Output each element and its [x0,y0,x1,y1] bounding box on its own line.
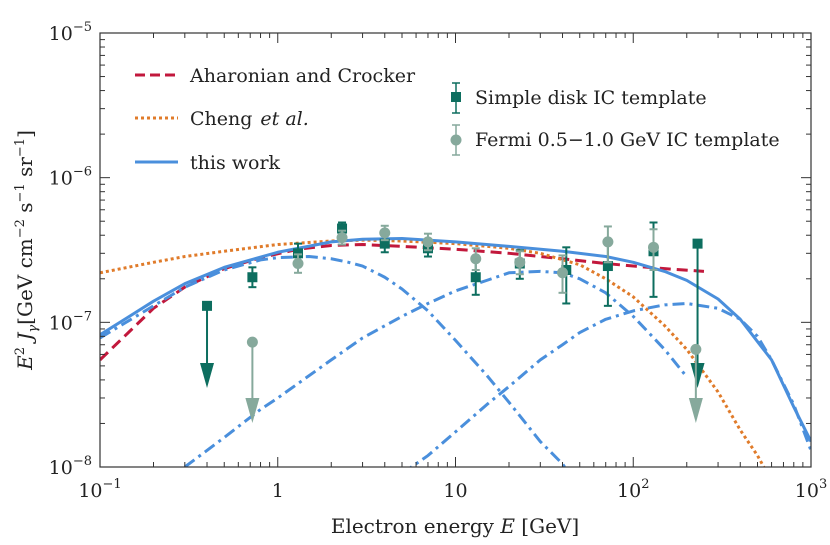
legend-label-cheng-etal: et al. [260,108,308,130]
tick-label-x-0: 10−1 [78,477,121,502]
data-point-fermi-0-5-1-0-gev-ic-template-0 [245,336,260,423]
upper-limit-arrow [245,398,260,423]
marker-circle [246,336,258,348]
tick-label-x-1: 1 [272,480,284,502]
data-point-fermi-0-5-1-0-gev-ic-template-7 [557,254,569,294]
legend-swatch-simple-disk [451,82,461,114]
legend-swatch-fermi [450,124,462,156]
upper-limit-arrow [200,363,215,388]
ticks-layer [99,33,811,468]
data-point-simple-disk-ic-template-11 [690,238,705,388]
marker-square [293,248,304,259]
tick-label-x-2: 10 [443,480,467,502]
data-point-simple-disk-ic-template-0 [200,300,215,388]
data-point-fermi-0-5-1-0-gev-ic-template-3 [379,224,391,242]
legend-label-fermi: Fermi 0.5−1.0 GeV IC template [475,129,780,151]
marker-circle [648,241,660,253]
curve-component-3 [408,301,811,467]
legend-label-simple-disk: Simple disk IC template [475,87,707,109]
legend-label-cheng: Cheng et al. [190,108,309,130]
marker-circle [292,258,304,270]
tick-label-x-3: 102 [617,477,649,502]
upper-limit-arrow [688,398,703,423]
curve-component-2 [183,269,688,467]
marker-square [379,238,390,249]
tick-labels: 10−1 1 10 102 103 10−8 10−7 10−6 10−5 [49,20,828,502]
marker-circle [557,267,569,279]
tick-label-x-4: 103 [795,477,827,502]
data-point-fermi-0-5-1-0-gev-ic-template-2 [336,229,348,246]
marker-circle [379,227,391,239]
curve-cheng-et-al- [100,238,766,467]
data-point-fermi-0-5-1-0-gev-ic-template-1 [292,253,304,274]
curves-layer [100,236,811,467]
y-axis-label: E2 Jγ[GeV cm−2 s−1 sr−1] [13,130,41,371]
marker-square [247,272,258,283]
marker-square [602,261,613,272]
marker-square [470,272,481,283]
data-point-fermi-0-5-1-0-gev-ic-template-4 [422,232,434,252]
points-layer [200,221,705,423]
marker-square [202,300,213,311]
curve-aharonian-and-crocker [100,243,705,361]
legend-label-aharonian: Aharonian and Crocker [189,65,416,87]
marker-circle [470,253,482,265]
tick-label-y-3: 10−5 [49,20,92,45]
marker-circle [690,343,702,355]
marker-circle [422,236,434,248]
data-point-fermi-0-5-1-0-gev-ic-template-9 [648,228,660,272]
marker-circle [336,232,348,244]
data-point-fermi-0-5-1-0-gev-ic-template-8 [602,225,614,264]
tick-label-y-1: 10−7 [49,309,92,334]
tick-label-y-0: 10−8 [49,454,92,479]
data-point-fermi-0-5-1-0-gev-ic-template-5 [470,247,482,272]
curve-this-work [100,236,811,443]
tick-label-y-2: 10−6 [49,165,92,190]
data-point-fermi-0-5-1-0-gev-ic-template-6 [514,250,526,276]
data-point-fermi-0-5-1-0-gev-ic-template-10 [688,343,703,423]
data-point-simple-disk-ic-template-1 [247,266,258,289]
marker-square [692,238,703,249]
upper-limit-arrow [690,363,705,388]
curve-component-1 [100,255,567,467]
x-axis-label: Electron energy E [GeV] [331,514,579,538]
marker-square [337,223,348,234]
legend-label-this-work: this work [190,152,281,174]
marker-circle [514,256,526,268]
legend: Aharonian and Crocker Cheng et al. this w… [135,65,780,174]
marker-circle [602,236,614,248]
legend-label-cheng-name: Cheng [190,108,252,130]
